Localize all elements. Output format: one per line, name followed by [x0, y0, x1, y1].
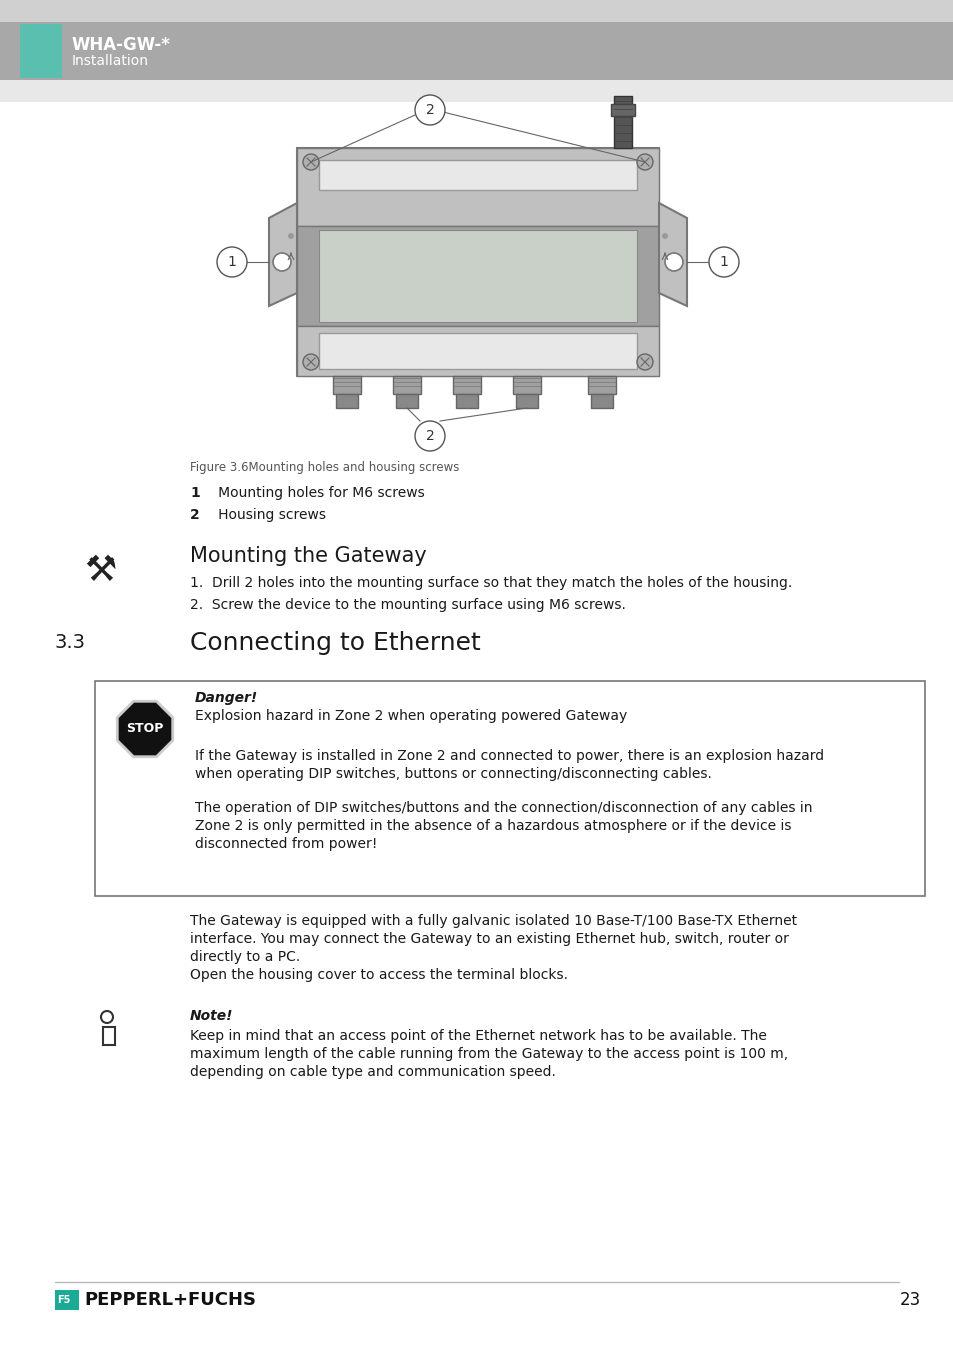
Text: Connecting to Ethernet: Connecting to Ethernet [190, 630, 480, 655]
Bar [587, 377, 616, 394]
Polygon shape [659, 202, 686, 306]
Text: Explosion hazard in Zone 2 when operating powered Gateway: Explosion hazard in Zone 2 when operatin… [194, 709, 626, 724]
Text: interface. You may connect the Gateway to an existing Ethernet hub, switch, rout: interface. You may connect the Gateway t… [190, 931, 788, 946]
Bar [453, 377, 480, 394]
Bar [0, 80, 953, 103]
Bar [103, 1027, 111, 1045]
Circle shape [415, 421, 444, 451]
Text: depending on cable type and communication speed.: depending on cable type and communicatio… [190, 1065, 556, 1079]
Text: 2.  Screw the device to the mounting surface using M6 screws.: 2. Screw the device to the mounting surf… [190, 598, 625, 612]
Text: The operation of DIP switches/buttons and the connection/disconnection of any ca: The operation of DIP switches/buttons an… [194, 801, 812, 815]
Circle shape [637, 154, 652, 170]
Text: The Gateway is equipped with a fully galvanic isolated 10 Base-T/100 Base-TX Eth: The Gateway is equipped with a fully gal… [190, 914, 797, 927]
Bar [95, 680, 924, 896]
Bar [318, 161, 637, 190]
Text: 3.3: 3.3 [55, 633, 86, 652]
Bar [614, 96, 631, 148]
Circle shape [415, 95, 444, 126]
Bar [318, 230, 637, 323]
Text: Mounting holes for M6 screws: Mounting holes for M6 screws [205, 486, 424, 500]
Bar [296, 148, 659, 225]
Text: 1: 1 [190, 486, 199, 500]
Text: Housing screws: Housing screws [205, 508, 326, 522]
Circle shape [637, 354, 652, 370]
Bar [395, 394, 417, 408]
Circle shape [273, 252, 291, 271]
Bar [456, 394, 477, 408]
Bar [335, 394, 357, 408]
Text: 23: 23 [899, 1291, 921, 1310]
Text: directly to a PC.: directly to a PC. [190, 950, 300, 964]
Text: 1: 1 [228, 255, 236, 269]
Bar [393, 377, 420, 394]
Text: Zone 2 is only permitted in the absence of a hazardous atmosphere or if the devi: Zone 2 is only permitted in the absence … [194, 819, 791, 833]
Text: F5: F5 [57, 1295, 71, 1305]
Bar [296, 325, 659, 377]
Text: If the Gateway is installed in Zone 2 and connected to power, there is an explos: If the Gateway is installed in Zone 2 an… [194, 749, 823, 763]
Bar [296, 148, 659, 377]
Text: ⚒: ⚒ [84, 554, 116, 589]
Circle shape [216, 247, 247, 277]
Bar [333, 377, 360, 394]
Text: 1: 1 [719, 255, 728, 269]
Circle shape [664, 252, 682, 271]
Circle shape [708, 247, 739, 277]
Text: Keep in mind that an access point of the Ethernet network has to be available. T: Keep in mind that an access point of the… [190, 1029, 766, 1044]
Circle shape [288, 234, 294, 239]
Text: Note!: Note! [190, 1008, 233, 1023]
Text: PEPPERL+FUCHS: PEPPERL+FUCHS [84, 1291, 255, 1310]
Text: Open the housing cover to access the terminal blocks.: Open the housing cover to access the ter… [190, 968, 567, 981]
Bar [516, 394, 537, 408]
Bar [0, 0, 953, 22]
Text: disconnected from power!: disconnected from power! [194, 837, 377, 850]
Text: WHA-GW-*: WHA-GW-* [71, 36, 171, 54]
Text: when operating DIP switches, buttons or connecting/disconnecting cables.: when operating DIP switches, buttons or … [194, 767, 711, 782]
Text: 2: 2 [425, 429, 434, 443]
Bar [513, 377, 540, 394]
Text: 1.  Drill 2 holes into the mounting surface so that they match the holes of the : 1. Drill 2 holes into the mounting surfa… [190, 576, 791, 590]
Text: 2: 2 [425, 103, 434, 117]
Bar [590, 394, 613, 408]
Circle shape [661, 234, 667, 239]
Bar [20, 24, 62, 78]
Bar [0, 22, 953, 80]
Bar [296, 225, 659, 325]
Bar [610, 104, 635, 116]
Text: maximum length of the cable running from the Gateway to the access point is 100 : maximum length of the cable running from… [190, 1048, 787, 1061]
Text: Mounting the Gateway: Mounting the Gateway [190, 545, 426, 566]
Text: STOP: STOP [126, 722, 164, 736]
Text: 2: 2 [190, 508, 199, 522]
Text: Installation: Installation [71, 54, 149, 68]
Text: Danger!: Danger! [194, 691, 258, 705]
Bar [55, 1291, 79, 1310]
Polygon shape [117, 701, 172, 757]
Polygon shape [269, 202, 296, 306]
Circle shape [303, 354, 318, 370]
Circle shape [303, 154, 318, 170]
Bar [318, 333, 637, 369]
Text: Figure 3.6Mounting holes and housing screws: Figure 3.6Mounting holes and housing scr… [190, 460, 459, 474]
